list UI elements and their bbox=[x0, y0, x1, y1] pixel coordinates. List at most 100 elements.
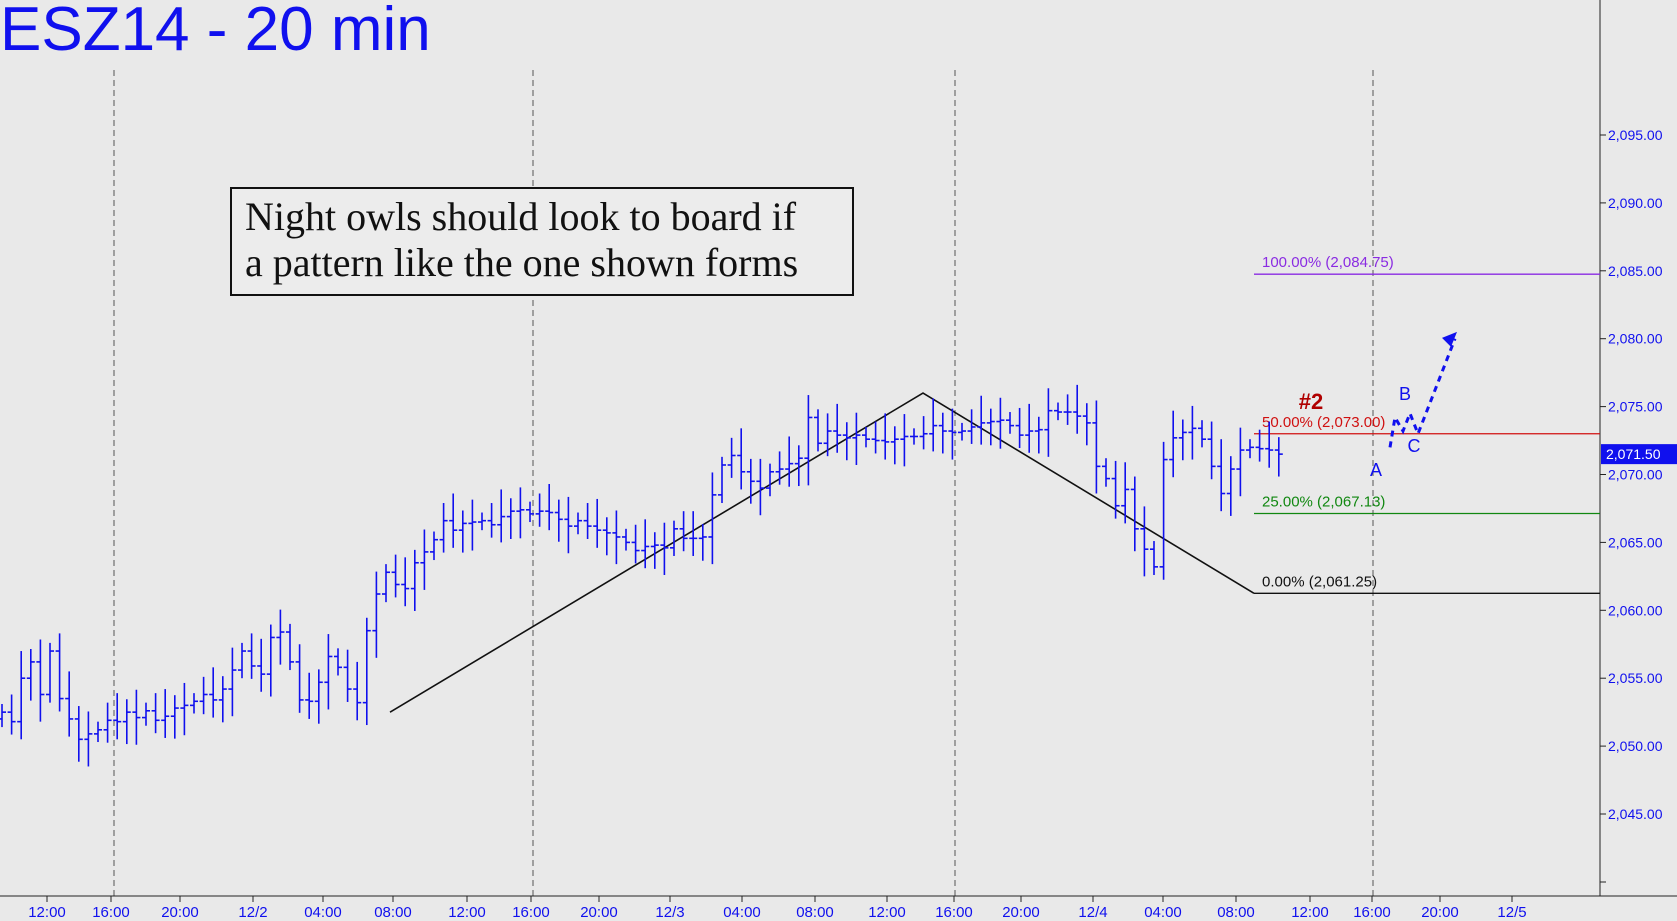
price-bar bbox=[343, 649, 352, 702]
price-bar bbox=[852, 412, 861, 465]
x-tick-label: 12/4 bbox=[1078, 904, 1107, 921]
price-bar bbox=[1140, 506, 1149, 577]
price-bar bbox=[286, 623, 294, 671]
x-tick-label: 12:00 bbox=[1291, 904, 1329, 921]
price-bar bbox=[602, 517, 611, 556]
fib-label: 25.00% (2,067.13) bbox=[1262, 493, 1385, 510]
last-price-label: 2,071.50 bbox=[1606, 446, 1661, 462]
price-bar bbox=[122, 699, 131, 745]
y-tick-label: 2,045.00 bbox=[1608, 806, 1663, 822]
x-tick-label: 20:00 bbox=[161, 904, 199, 921]
annotation-line-2: a pattern like the one shown forms bbox=[245, 240, 799, 285]
pattern-lines bbox=[389, 392, 1255, 713]
price-bar bbox=[1006, 412, 1014, 434]
price-bar bbox=[478, 512, 486, 531]
price-bar bbox=[871, 421, 880, 454]
price-bar bbox=[1025, 403, 1034, 453]
price-bar bbox=[583, 503, 592, 540]
price-bar bbox=[161, 689, 170, 738]
price-bar bbox=[26, 649, 35, 701]
wave-labels: #2 A B C 2,071.50 bbox=[1299, 384, 1677, 480]
price-bar bbox=[1178, 419, 1187, 461]
price-bar bbox=[670, 520, 678, 556]
price-bar bbox=[506, 498, 515, 540]
price-bar bbox=[967, 409, 976, 444]
price-bar bbox=[1226, 456, 1235, 516]
price-bar bbox=[900, 414, 909, 467]
price-bar bbox=[698, 524, 707, 561]
price-bar bbox=[334, 648, 342, 676]
price-bar bbox=[564, 496, 573, 554]
price-bar bbox=[679, 511, 688, 552]
price-bar bbox=[996, 397, 1005, 449]
price-bar bbox=[708, 472, 717, 565]
last-price-tag bbox=[1601, 444, 1677, 465]
y-tick-label: 2,055.00 bbox=[1608, 670, 1663, 686]
price-bar bbox=[276, 609, 285, 665]
price-bar bbox=[1265, 421, 1274, 468]
y-tick-label: 2,095.00 bbox=[1608, 127, 1663, 143]
price-bar bbox=[526, 501, 534, 523]
price-bar bbox=[324, 634, 333, 710]
price-bar bbox=[958, 422, 966, 441]
x-tick-label: 04:00 bbox=[1144, 904, 1182, 921]
price-bar bbox=[766, 463, 774, 497]
price-bar bbox=[574, 512, 582, 535]
y-tick-label: 2,070.00 bbox=[1608, 467, 1663, 483]
price-bar bbox=[382, 564, 390, 603]
price-bar bbox=[1044, 388, 1053, 457]
price-bar bbox=[718, 456, 726, 504]
price-bar bbox=[84, 711, 93, 767]
price-bar bbox=[180, 682, 189, 736]
price-bar bbox=[650, 532, 659, 569]
price-bar bbox=[622, 528, 630, 551]
price-bar bbox=[1274, 437, 1283, 477]
price-bar bbox=[151, 693, 160, 734]
x-tick-label: 20:00 bbox=[1421, 904, 1459, 921]
projection-arrow bbox=[1388, 331, 1457, 448]
price-bar bbox=[1169, 410, 1178, 478]
price-bar bbox=[1198, 420, 1206, 448]
price-bar bbox=[94, 721, 102, 743]
price-bar bbox=[190, 693, 198, 714]
price-bar bbox=[919, 416, 928, 450]
price-bar bbox=[794, 445, 803, 487]
chart-title: ESZ14 - 20 min bbox=[0, 0, 431, 64]
price-bar bbox=[977, 395, 986, 445]
price-bar bbox=[545, 484, 554, 531]
x-tick-label: 04:00 bbox=[723, 904, 761, 921]
price-bar bbox=[1130, 476, 1139, 552]
price-bar bbox=[948, 408, 957, 460]
price-bar bbox=[209, 667, 218, 718]
price-bar bbox=[497, 489, 506, 543]
x-tick-label: 16:00 bbox=[1353, 904, 1391, 921]
price-bar bbox=[1150, 541, 1158, 575]
x-tick-label: 08:00 bbox=[796, 904, 834, 921]
price-bar bbox=[391, 554, 400, 598]
x-tick-label: 12:00 bbox=[448, 904, 486, 921]
y-tick-label: 2,085.00 bbox=[1608, 263, 1663, 279]
price-bar bbox=[468, 499, 477, 551]
price-bar bbox=[362, 617, 371, 726]
price-bar bbox=[862, 426, 870, 448]
price-bar bbox=[986, 408, 995, 446]
price-bar bbox=[689, 511, 698, 556]
projection-path bbox=[1388, 338, 1457, 448]
price-bar bbox=[756, 458, 765, 516]
projection-arrowhead bbox=[1442, 331, 1457, 347]
price-bar bbox=[7, 694, 16, 735]
price-bar bbox=[420, 529, 429, 590]
price-bar bbox=[938, 412, 947, 454]
price-bar bbox=[305, 672, 314, 719]
price-bar bbox=[775, 451, 784, 485]
y-tick-label: 2,060.00 bbox=[1608, 602, 1663, 618]
x-tick-label: 08:00 bbox=[374, 904, 412, 921]
price-bar bbox=[1236, 427, 1245, 497]
x-tick-label: 16:00 bbox=[935, 904, 973, 921]
price-bar bbox=[199, 676, 208, 715]
price-bar bbox=[535, 493, 544, 527]
price-bar bbox=[410, 549, 419, 611]
price-bar bbox=[1034, 416, 1043, 454]
x-tick-label: 16:00 bbox=[512, 904, 550, 921]
